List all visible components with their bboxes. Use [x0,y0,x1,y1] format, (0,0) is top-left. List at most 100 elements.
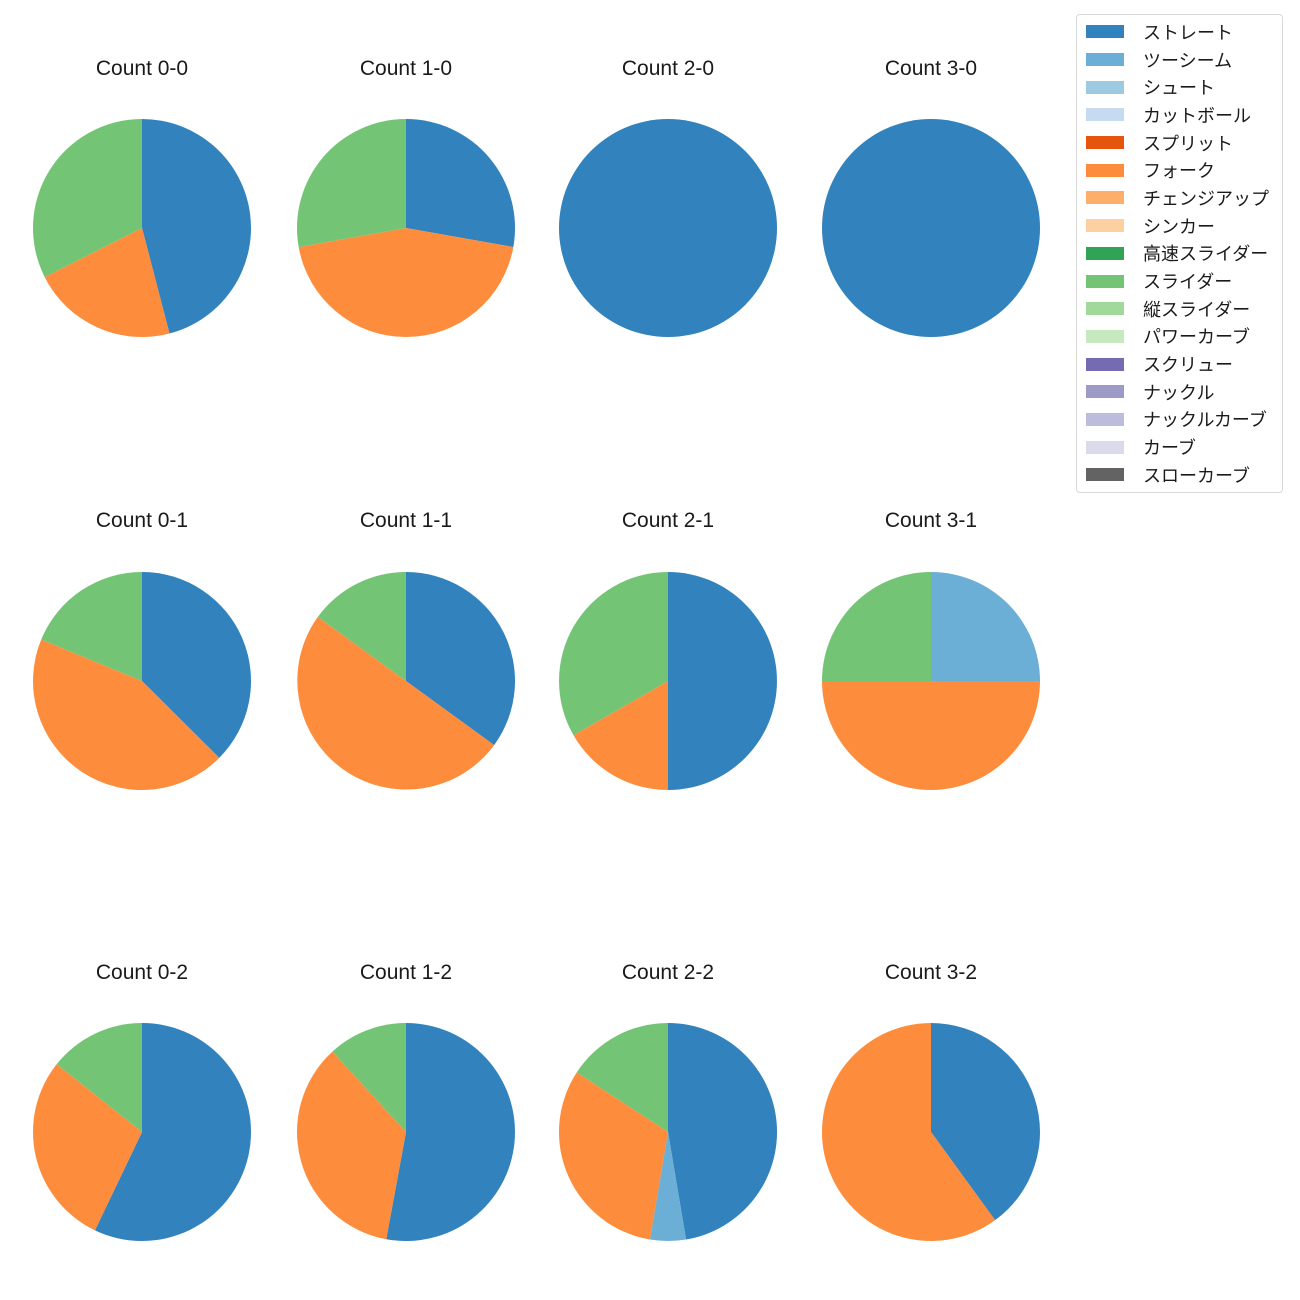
pie-slice-straight [142,119,251,334]
legend-label: スプリット [1143,133,1233,154]
legend-color-swatch-vertical-slider [1086,302,1124,316]
legend-item: スローカーブ [1077,461,1282,489]
legend-color-swatch-power-curve [1086,329,1124,343]
pie-slice-straight [559,119,777,337]
legend-item: スクリュー [1077,350,1282,378]
pie-slice-fork [558,1072,668,1240]
pie-slice-fork [296,1051,406,1240]
legend-label: ナックル [1143,382,1215,403]
legend-item: カーブ [1077,433,1282,461]
pie-slice-straight [822,119,1040,337]
legend-item: 高速スライダー [1077,240,1282,268]
legend-item: 縦スライダー [1077,295,1282,323]
legend-label: スクリュー [1143,355,1233,376]
legend-box: ストレート ツーシーム シュート カットボール スプリット フォーク チェンジア… [1076,14,1283,493]
legend-color-swatch-screw [1086,357,1124,371]
legend-color-swatch-high-speed-slider [1086,246,1124,260]
pie-slice-slider [296,118,406,248]
legend-color-swatch-curve [1086,440,1124,454]
legend-color-swatch-changeup [1086,191,1124,205]
pie-slice-straight [142,572,252,758]
pie-slice-fork [297,616,495,790]
legend-label: シンカー [1143,216,1215,237]
pie-title: Count 2-0 [621,57,715,80]
pie-title: Count 3-0 [884,57,978,80]
legend-label: 高速スライダー [1143,244,1269,265]
pie-slice-slider [576,1023,668,1132]
legend-label: ツーシーム [1143,50,1233,71]
legend-label: カーブ [1143,438,1196,459]
pie-slice-fork [821,1023,996,1241]
pie-title: Count 2-2 [621,961,715,984]
legend-label: パワーカーブ [1143,327,1250,348]
legend-item: フォーク [1077,156,1282,184]
pie-slice-slider [56,1023,142,1132]
legend-label: シュート [1143,78,1215,99]
legend-label: チェンジアップ [1143,188,1269,209]
legend-item: パワーカーブ [1077,323,1282,351]
pie-slice-straight [406,572,515,746]
legend-label: 縦スライダー [1143,299,1251,320]
legend-color-swatch-knuckle-curve [1086,412,1124,426]
pie-chart-count-1-0 [296,118,516,338]
pie-slice-straight [668,1023,778,1240]
legend-label: スローカーブ [1143,465,1250,486]
legend-color-swatch-slider [1086,274,1124,288]
pie-slice-straight [94,1023,252,1241]
pie-title: Count 0-2 [95,961,189,984]
pie-slice-two-seam [931,572,1040,681]
legend-label: カットボール [1143,105,1251,126]
pie-slice-slider [559,572,668,736]
pie-title: Count 3-2 [884,961,978,984]
pie-chart-count-3-1 [822,572,1040,790]
pie-slice-slider [33,119,142,278]
legend-color-swatch-knuckle [1086,385,1124,399]
pie-title: Count 0-1 [95,509,189,532]
pie-chart-count-1-1 [297,572,515,790]
pie-title: Count 1-2 [359,961,453,984]
pie-title: Count 1-0 [359,57,453,80]
pie-title: Count 1-1 [359,509,453,532]
legend-color-swatch-fork [1086,163,1124,177]
legend-item: ナックル [1077,378,1282,406]
legend-color-swatch-sinker [1086,219,1124,233]
legend-color-swatch-slow-curve [1086,468,1124,482]
legend-item: シンカー [1077,212,1282,240]
legend-label: スライダー [1143,272,1233,293]
pie-chart-count-1-2 [296,1023,515,1241]
pie-slice-fork [44,228,170,337]
pie-title: Count 2-1 [621,509,715,532]
pie-chart-count-2-2 [558,1023,778,1242]
pie-slice-fork [822,681,1040,790]
legend-label: フォーク [1143,161,1215,182]
legend-item: ツーシーム [1077,46,1282,74]
pie-slice-slider [332,1023,406,1132]
pie-chart-count-2-0 [559,119,777,337]
legend-label: ナックルカーブ [1143,410,1267,431]
pie-title: Count 3-1 [884,509,978,532]
pie-slice-fork [298,228,514,338]
legend-color-swatch-straight [1086,25,1124,39]
legend-item: シュート [1077,73,1282,101]
pie-chart-count-0-1 [33,572,252,790]
legend-item: カットボール [1077,101,1282,129]
pie-slice-straight [668,572,777,790]
legend-color-swatch-cut-ball [1086,108,1124,122]
legend-item: ナックルカーブ [1077,406,1282,434]
legend-color-swatch-shoot [1086,80,1124,94]
pie-chart-count-3-2 [821,1023,1040,1241]
legend-color-swatch-two-seam [1086,53,1124,67]
legend-item: スプリット [1077,129,1282,157]
pie-slice-slider [41,572,142,681]
pie-chart-count-0-0 [33,119,251,337]
pie-chart-count-3-0 [822,119,1040,337]
legend-label: ストレート [1143,22,1233,43]
pie-title: Count 0-0 [95,57,189,80]
pie-slice-fork [33,639,220,790]
pie-slice-fork [33,1064,142,1231]
pie-slice-straight [406,119,516,248]
pie-slice-fork [573,681,668,790]
pie-slice-two-seam [649,1132,687,1242]
pie-chart-count-2-1 [559,572,777,790]
